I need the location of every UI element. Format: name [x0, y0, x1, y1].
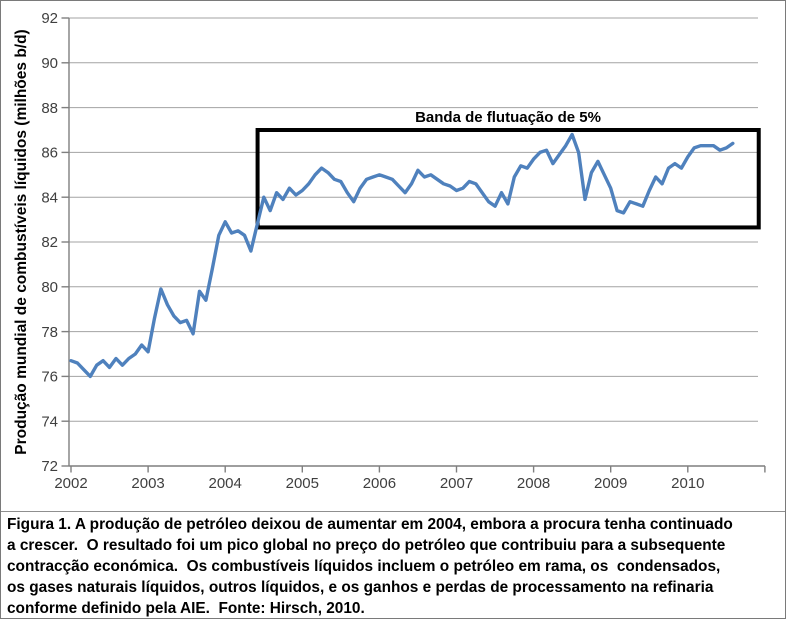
x-tick-label: 2003 — [131, 475, 164, 492]
caption-line: a crescer. O resultado foi um pico globa… — [7, 536, 726, 554]
production-line — [69, 132, 735, 379]
x-tick-label: 2010 — [671, 475, 704, 492]
y-tick-label: 80 — [41, 279, 58, 296]
x-tick-labels: 2002 2003 2004 2005 2006 2007 2008 2009 2010 — [54, 475, 704, 492]
y-axis-title: Produção mundial de combustíveis líquido… — [13, 29, 30, 454]
caption-line: os gases naturais líquidos, outros líqui… — [7, 578, 714, 596]
fluctuation-band — [255, 128, 761, 230]
x-tick-label: 2004 — [209, 475, 242, 492]
caption-line: Figura 1. A produção de petróleo deixou … — [7, 516, 733, 533]
y-tick-label: 86 — [41, 145, 58, 162]
chart-caption-divider — [1, 511, 785, 512]
y-tick-label: 90 — [41, 55, 58, 72]
y-tick-label: 74 — [41, 413, 58, 430]
x-tick-label: 2007 — [440, 475, 473, 492]
fluctuation-band-rect — [255, 128, 761, 230]
y-tick-marks — [61, 17, 69, 467]
y-tick-label: 92 — [41, 10, 58, 27]
x-tick-label: 2005 — [286, 475, 319, 492]
y-tick-label: 88 — [41, 100, 58, 117]
x-tick-label: 2009 — [594, 475, 627, 492]
y-tick-label: 72 — [41, 458, 58, 475]
figure-caption: Figura 1. A produção de petróleo deixou … — [7, 515, 781, 618]
x-tick-label: 2008 — [517, 475, 550, 492]
y-tick-label: 76 — [41, 369, 58, 386]
production-line-path — [69, 132, 735, 379]
y-tick-label: 84 — [41, 189, 58, 206]
y-tick-label: 78 — [41, 324, 58, 341]
x-tick-marks — [70, 466, 766, 473]
caption-line: conforme definido pela AIE. Fonte: Hirsc… — [7, 599, 365, 617]
caption-line: contracção económica. Os combustíveis lí… — [7, 557, 721, 575]
gridlines — [69, 17, 758, 422]
y-tick-label: 82 — [41, 234, 58, 251]
production-chart: 72 74 76 78 80 82 84 86 88 90 92 2002 2003 2004 2005 2… — [1, 1, 785, 512]
x-tick-label: 2002 — [54, 475, 87, 492]
band-annotation-label: Banda de flutuação de 5% — [415, 109, 601, 126]
y-tick-labels: 72 74 76 78 80 82 84 86 88 90 92 — [41, 10, 58, 475]
x-tick-label: 2006 — [363, 475, 396, 492]
